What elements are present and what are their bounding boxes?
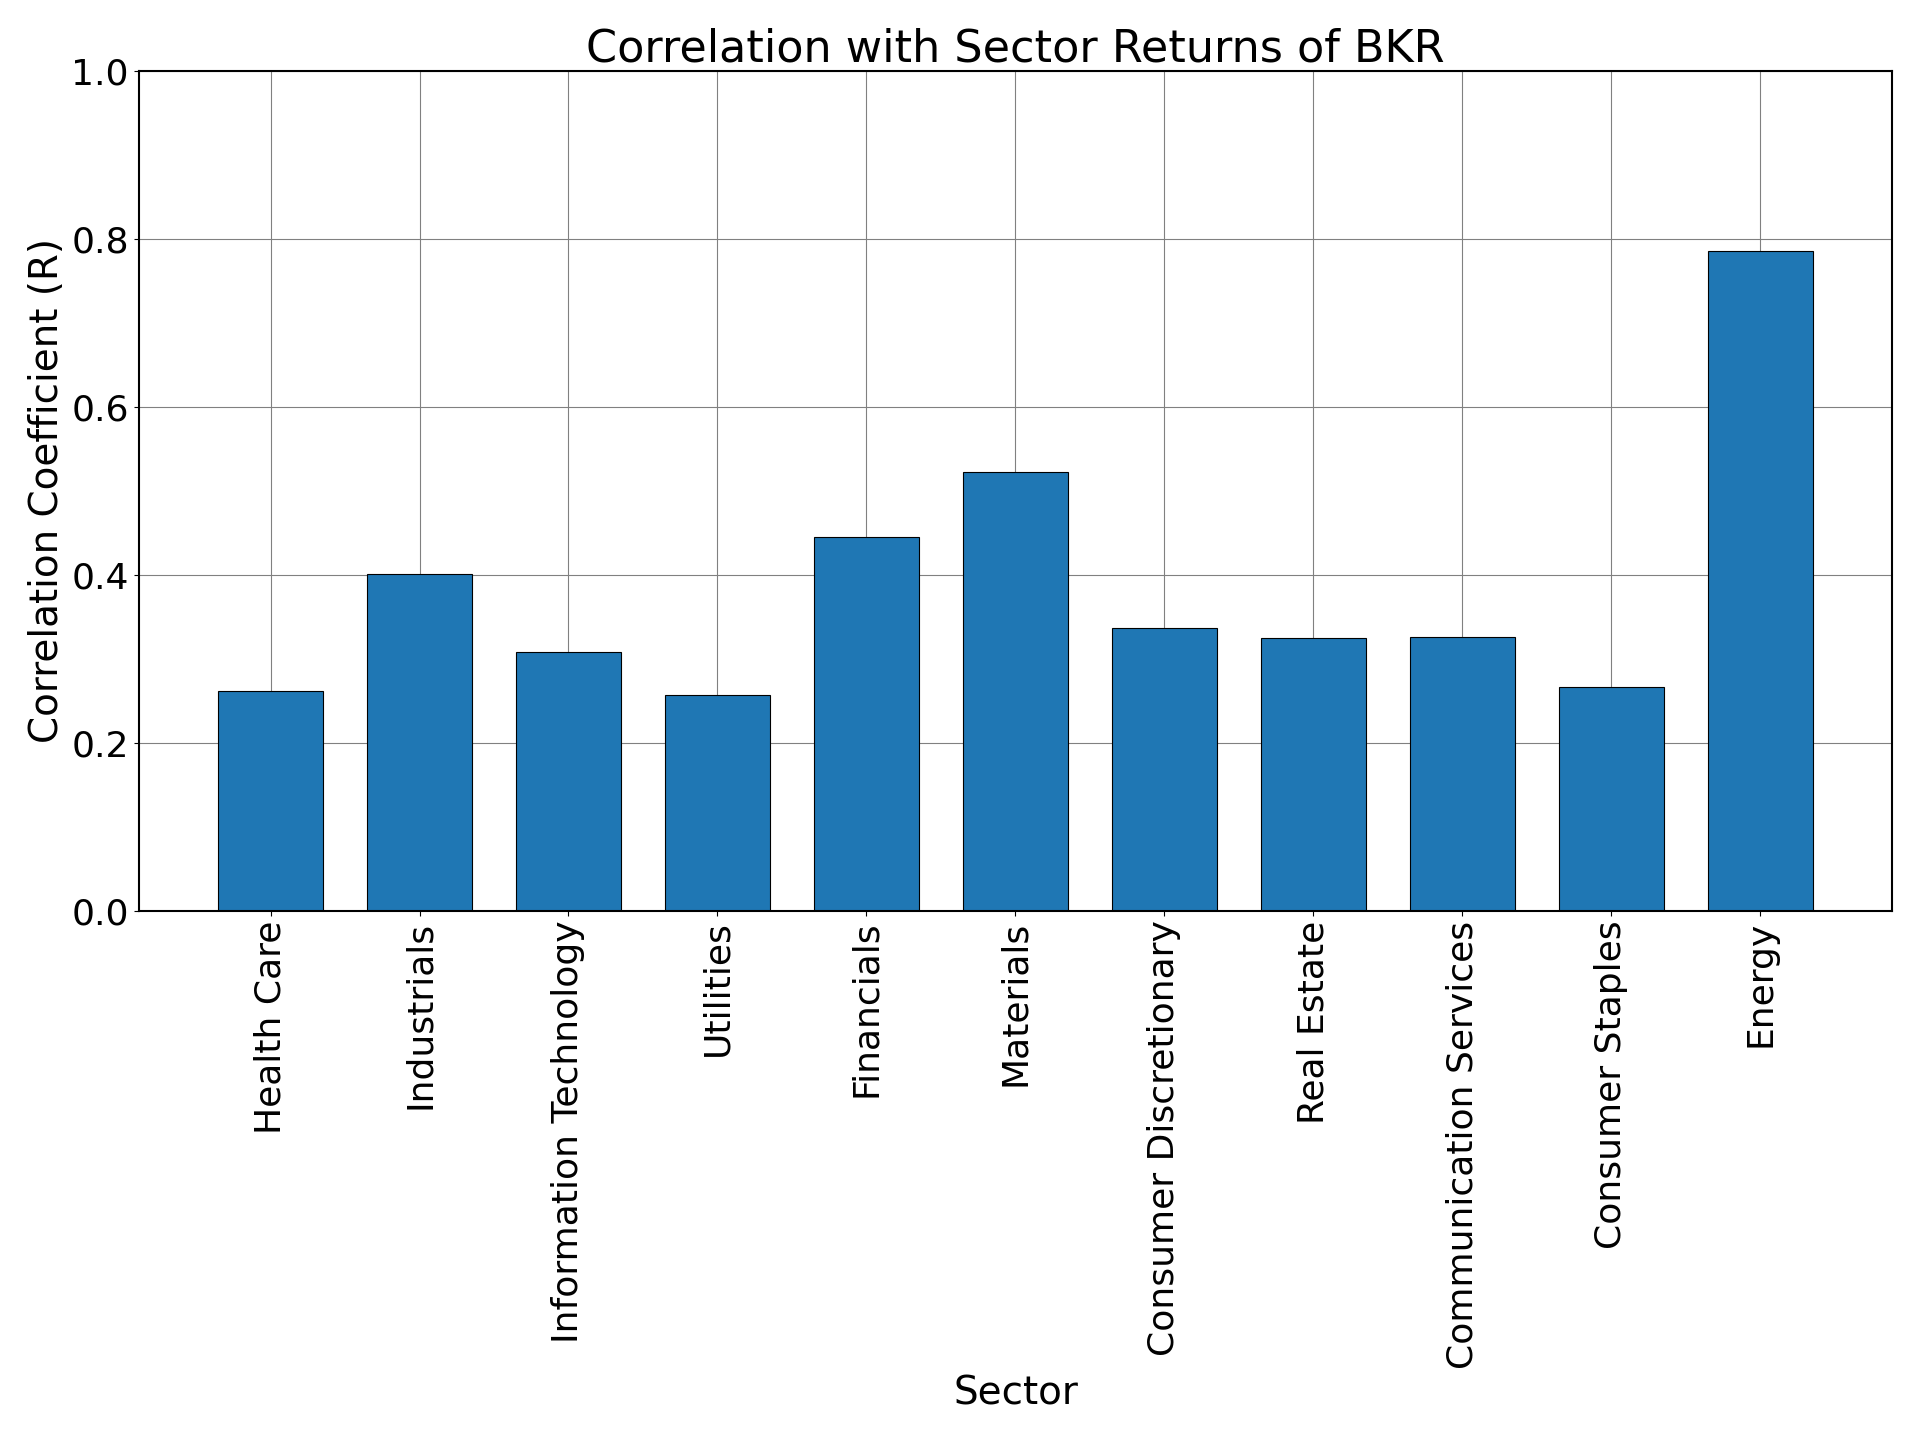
- Bar: [1261, 638, 1365, 912]
- X-axis label: Sector: Sector: [952, 1374, 1077, 1413]
- Bar: [219, 691, 323, 912]
- Bar: [666, 696, 770, 912]
- Bar: [516, 652, 620, 912]
- Bar: [1709, 251, 1812, 912]
- Bar: [964, 472, 1068, 912]
- Bar: [814, 537, 918, 912]
- Bar: [1112, 628, 1217, 912]
- Bar: [367, 575, 472, 912]
- Title: Correlation with Sector Returns of BKR: Correlation with Sector Returns of BKR: [586, 27, 1444, 71]
- Bar: [1411, 636, 1515, 912]
- Bar: [1559, 687, 1663, 912]
- Y-axis label: Correlation Coefficient (R): Correlation Coefficient (R): [27, 238, 65, 743]
